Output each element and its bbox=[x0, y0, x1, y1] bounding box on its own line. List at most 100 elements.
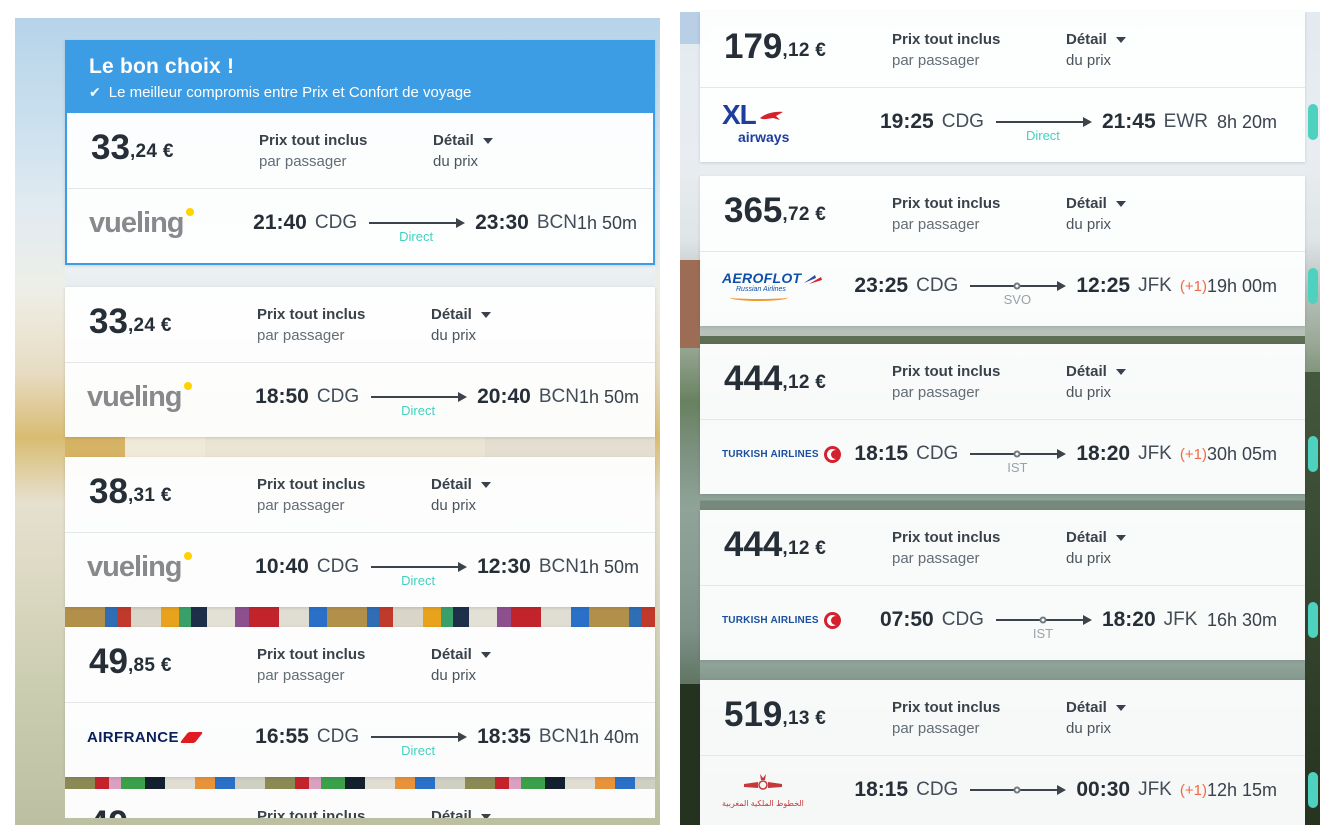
flight-result-card: 444 ,12 € Prix tout inclus par passager … bbox=[700, 344, 1318, 494]
flight-result-card: 49 Prix tout inclus par passager Détail … bbox=[65, 789, 655, 818]
departure-time: 23:25 bbox=[854, 274, 909, 297]
detail-label: Détail bbox=[1066, 529, 1107, 546]
route-arrow: IST bbox=[995, 609, 1092, 641]
background-photo-strip bbox=[65, 607, 655, 627]
departure-airport: CDG bbox=[941, 111, 984, 132]
select-flight-tab[interactable] bbox=[1308, 268, 1318, 304]
background-photo-strip bbox=[65, 437, 655, 457]
price-row: 519 ,13 € Prix tout inclus par passager … bbox=[700, 680, 1305, 756]
price-detail-toggle[interactable]: Détail du prix bbox=[1066, 29, 1126, 69]
of-price-label: du prix bbox=[431, 327, 477, 344]
chevron-down-icon bbox=[1115, 534, 1126, 541]
itinerary: 07:50 CDG IST 18:20 JFK bbox=[880, 608, 1197, 641]
flight-row[interactable]: vueling 21:40 CDG Direct 23:30 BCN bbox=[67, 189, 653, 263]
select-flight-tab[interactable] bbox=[1308, 104, 1318, 140]
flight-row[interactable]: TURKISH AIRLINES 18:15 CDG IST 18:20 JFK… bbox=[700, 420, 1305, 494]
flight-duration: 1h 50m bbox=[578, 386, 639, 407]
price-detail-toggle[interactable]: Détail du prix bbox=[431, 304, 491, 344]
price-detail-toggle[interactable]: Détail du prix bbox=[433, 130, 493, 170]
price-decimals: ,12 € bbox=[782, 40, 827, 61]
arrowhead-icon bbox=[458, 562, 468, 572]
departure-airport: CDG bbox=[314, 212, 358, 233]
select-flight-tab[interactable] bbox=[1308, 602, 1318, 638]
background-photo-strip bbox=[65, 265, 655, 287]
flight-row[interactable]: AIRFRANCE 16:55 CDG Direct 18:35 BCN bbox=[65, 703, 655, 777]
select-flight-tab[interactable] bbox=[1308, 436, 1318, 472]
price-detail-toggle[interactable]: Détail du prix bbox=[1066, 697, 1126, 737]
price: 444 ,12 € bbox=[724, 527, 882, 562]
price-detail-toggle[interactable]: Détail du prix bbox=[431, 474, 491, 514]
flight-row[interactable]: TURKISH AIRLINES 07:50 CDG IST 18:20 JFK bbox=[700, 586, 1305, 660]
flight-row[interactable]: XL airways 19:25 CDG Direct 21:45 EWR bbox=[700, 88, 1305, 162]
arrowhead-icon bbox=[1057, 785, 1067, 795]
price: 365 ,72 € bbox=[724, 193, 882, 228]
background-photo-strip bbox=[700, 162, 1305, 176]
arrival-airport: JFK bbox=[1138, 443, 1172, 464]
price-included-label: Prix tout inclus bbox=[257, 646, 366, 663]
stopover-dot-icon bbox=[1013, 450, 1021, 458]
arrow-line-icon bbox=[371, 562, 468, 572]
chevron-down-icon bbox=[1115, 368, 1126, 375]
flight-result-card: 444 ,12 € Prix tout inclus par passager … bbox=[700, 510, 1318, 660]
of-price-label: du prix bbox=[1066, 720, 1112, 737]
arrow-line-icon bbox=[970, 281, 1067, 291]
xl-logo: XL airways bbox=[722, 98, 790, 145]
arrival-time: 18:20 bbox=[1101, 608, 1156, 631]
flight-row[interactable]: AEROFLOT Russian Airlines 23:25 CDG SVO 1… bbox=[700, 252, 1305, 326]
flight-row[interactable]: vueling 18:50 CDG Direct 20:40 BCN bbox=[65, 363, 655, 437]
price-included-label: Prix tout inclus bbox=[259, 132, 368, 149]
royal-air-maroc-emblem-icon bbox=[743, 774, 782, 790]
arrow-line-icon bbox=[970, 785, 1067, 795]
flight-row[interactable]: vueling 10:40 CDG Direct 12:30 BCN bbox=[65, 533, 655, 607]
price-detail-toggle[interactable]: Détail du prix bbox=[431, 644, 491, 684]
price: 49 bbox=[89, 806, 247, 818]
price-row: 444 ,12 € Prix tout inclus par passager … bbox=[700, 344, 1305, 420]
arrowhead-icon bbox=[1057, 281, 1067, 291]
stopover-dot-icon bbox=[1013, 282, 1021, 290]
of-price-label: du prix bbox=[1066, 52, 1112, 69]
detail-label: Détail bbox=[431, 808, 472, 818]
price-detail-toggle[interactable]: Détail du prix bbox=[1066, 361, 1126, 401]
price-row: 444 ,12 € Prix tout inclus par passager … bbox=[700, 510, 1305, 586]
departure-airport: CDG bbox=[916, 779, 959, 800]
flight-row[interactable]: الخطوط الملكية المغربية 18:15 CDG 00:30 … bbox=[700, 756, 1305, 825]
flight-result-card: 365 ,72 € Prix tout inclus par passager … bbox=[700, 176, 1318, 326]
price-integer: 49 bbox=[89, 642, 128, 681]
price-integer: 444 bbox=[724, 525, 783, 564]
route-label: Direct bbox=[1025, 128, 1060, 143]
arrow-line-icon bbox=[995, 117, 1092, 127]
route-arrow: Direct bbox=[995, 111, 1092, 143]
price-decimals: ,72 € bbox=[782, 204, 827, 225]
price-detail-toggle[interactable]: Détail du prix bbox=[1066, 527, 1126, 567]
background-photo-strip bbox=[700, 326, 1305, 344]
price-row: 49 Prix tout inclus par passager Détail … bbox=[65, 789, 655, 818]
arrival-time: 20:40 bbox=[477, 385, 531, 408]
select-flight-tab[interactable] bbox=[1308, 772, 1318, 808]
of-price-label: du prix bbox=[433, 153, 479, 170]
route-label: Direct bbox=[401, 573, 436, 588]
price-detail-toggle[interactable]: Détail du prix bbox=[431, 806, 491, 818]
price-decimals: ,12 € bbox=[782, 372, 827, 393]
route-arrow: IST bbox=[970, 443, 1067, 475]
vueling-logo: vueling bbox=[89, 207, 253, 240]
price-detail-toggle[interactable]: Détail du prix bbox=[1066, 193, 1126, 233]
per-passenger-label: par passager bbox=[892, 384, 980, 401]
arrival-airport: JFK bbox=[1138, 779, 1172, 800]
price-integer: 49 bbox=[89, 806, 128, 818]
plus-one-day-badge: (+1) bbox=[1179, 277, 1207, 295]
price-decimals: ,24 € bbox=[129, 141, 174, 162]
departure-time: 19:25 bbox=[880, 110, 934, 133]
detail-label: Détail bbox=[1066, 31, 1107, 48]
itinerary: 19:25 CDG Direct 21:45 EWR bbox=[880, 110, 1208, 143]
departure-time: 21:40 bbox=[253, 211, 307, 234]
arrival-airport: BCN bbox=[538, 726, 579, 747]
arrowhead-icon bbox=[1082, 117, 1092, 127]
flight-duration: 8h 20m bbox=[1216, 111, 1277, 132]
price-row: 365 ,72 € Prix tout inclus par passager … bbox=[700, 176, 1305, 252]
background-photo-strip bbox=[700, 660, 1305, 680]
price-decimals: ,85 € bbox=[127, 655, 172, 676]
arrival-airport: BCN bbox=[538, 556, 579, 577]
per-passenger-label: par passager bbox=[892, 720, 980, 737]
arrival-time: 00:30 bbox=[1076, 778, 1131, 801]
